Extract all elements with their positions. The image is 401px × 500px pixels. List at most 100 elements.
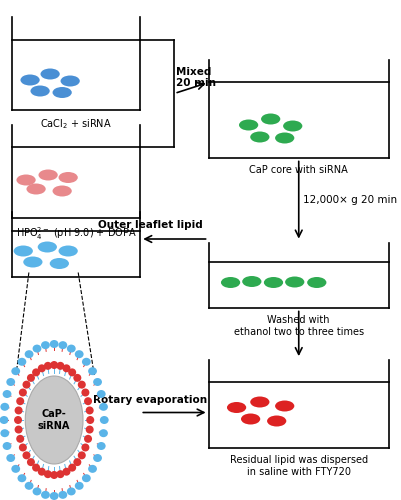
Ellipse shape (16, 174, 36, 186)
Text: Outer leaflet lipid: Outer leaflet lipid (98, 220, 203, 230)
Ellipse shape (27, 458, 35, 466)
Ellipse shape (26, 184, 46, 194)
Ellipse shape (23, 256, 43, 268)
Ellipse shape (86, 406, 94, 414)
Ellipse shape (283, 120, 302, 132)
Ellipse shape (41, 341, 50, 349)
Ellipse shape (97, 390, 105, 398)
Text: Mixed
20 min: Mixed 20 min (176, 67, 217, 88)
Ellipse shape (44, 470, 52, 478)
Ellipse shape (19, 388, 27, 396)
Text: Residual lipid was dispersed
in saline with FTY720: Residual lipid was dispersed in saline w… (230, 455, 368, 476)
Ellipse shape (6, 378, 15, 386)
Ellipse shape (6, 454, 15, 462)
Ellipse shape (16, 435, 24, 443)
Ellipse shape (14, 406, 22, 414)
Ellipse shape (41, 491, 50, 499)
Text: 12,000× g 20 min: 12,000× g 20 min (303, 195, 397, 205)
Ellipse shape (53, 87, 72, 98)
Ellipse shape (264, 277, 283, 288)
Ellipse shape (14, 426, 22, 434)
Ellipse shape (67, 488, 76, 496)
Ellipse shape (75, 350, 84, 358)
Ellipse shape (18, 358, 26, 366)
Ellipse shape (261, 114, 280, 124)
Ellipse shape (307, 277, 326, 288)
Ellipse shape (84, 397, 92, 405)
Ellipse shape (14, 246, 33, 256)
Ellipse shape (53, 186, 72, 196)
Ellipse shape (50, 471, 58, 479)
Ellipse shape (44, 362, 52, 370)
Ellipse shape (81, 444, 89, 452)
Ellipse shape (78, 380, 86, 388)
Ellipse shape (0, 403, 9, 411)
Ellipse shape (73, 374, 81, 382)
Ellipse shape (68, 368, 76, 376)
Ellipse shape (242, 276, 261, 287)
Ellipse shape (241, 414, 260, 424)
Ellipse shape (68, 464, 76, 471)
Ellipse shape (38, 364, 46, 372)
Ellipse shape (0, 429, 9, 437)
Ellipse shape (32, 488, 41, 496)
Ellipse shape (82, 358, 91, 366)
Ellipse shape (50, 492, 59, 500)
Ellipse shape (59, 172, 78, 183)
Ellipse shape (24, 482, 33, 490)
Ellipse shape (97, 442, 105, 450)
Ellipse shape (61, 76, 80, 86)
Ellipse shape (99, 403, 108, 411)
Ellipse shape (20, 74, 40, 86)
Ellipse shape (27, 374, 35, 382)
Ellipse shape (93, 454, 102, 462)
Ellipse shape (22, 380, 30, 388)
Ellipse shape (3, 390, 12, 398)
Ellipse shape (38, 242, 57, 252)
Ellipse shape (275, 400, 294, 411)
Ellipse shape (22, 452, 30, 460)
Ellipse shape (221, 277, 240, 288)
Ellipse shape (59, 341, 67, 349)
Ellipse shape (250, 132, 269, 142)
Ellipse shape (50, 258, 69, 269)
Ellipse shape (30, 86, 50, 96)
Ellipse shape (25, 376, 83, 464)
Ellipse shape (59, 246, 78, 256)
Ellipse shape (50, 340, 59, 348)
Ellipse shape (81, 388, 89, 396)
Ellipse shape (73, 458, 81, 466)
Ellipse shape (86, 416, 94, 424)
Ellipse shape (84, 435, 92, 443)
Ellipse shape (285, 276, 304, 287)
Ellipse shape (75, 482, 83, 490)
Ellipse shape (239, 120, 258, 130)
Ellipse shape (63, 468, 71, 475)
Ellipse shape (78, 452, 86, 460)
Ellipse shape (38, 170, 58, 180)
Ellipse shape (100, 416, 109, 424)
Text: Rotary evaporation: Rotary evaporation (93, 395, 207, 405)
Ellipse shape (275, 132, 294, 143)
Ellipse shape (32, 344, 41, 352)
Text: CaP core with siRNA: CaP core with siRNA (249, 165, 348, 175)
Ellipse shape (88, 465, 97, 473)
Ellipse shape (50, 361, 58, 369)
Ellipse shape (67, 344, 76, 352)
Text: Washed with
ethanol two to three times: Washed with ethanol two to three times (234, 315, 364, 336)
Ellipse shape (0, 416, 8, 424)
Ellipse shape (32, 464, 40, 471)
Ellipse shape (57, 470, 65, 478)
Ellipse shape (16, 397, 24, 405)
Ellipse shape (11, 465, 20, 473)
Ellipse shape (38, 468, 46, 475)
Ellipse shape (88, 367, 97, 375)
Ellipse shape (99, 429, 108, 437)
Ellipse shape (19, 444, 27, 452)
Ellipse shape (14, 416, 22, 424)
Ellipse shape (32, 368, 40, 376)
Ellipse shape (93, 378, 102, 386)
Ellipse shape (11, 367, 20, 375)
Ellipse shape (59, 491, 67, 499)
Ellipse shape (227, 402, 246, 413)
